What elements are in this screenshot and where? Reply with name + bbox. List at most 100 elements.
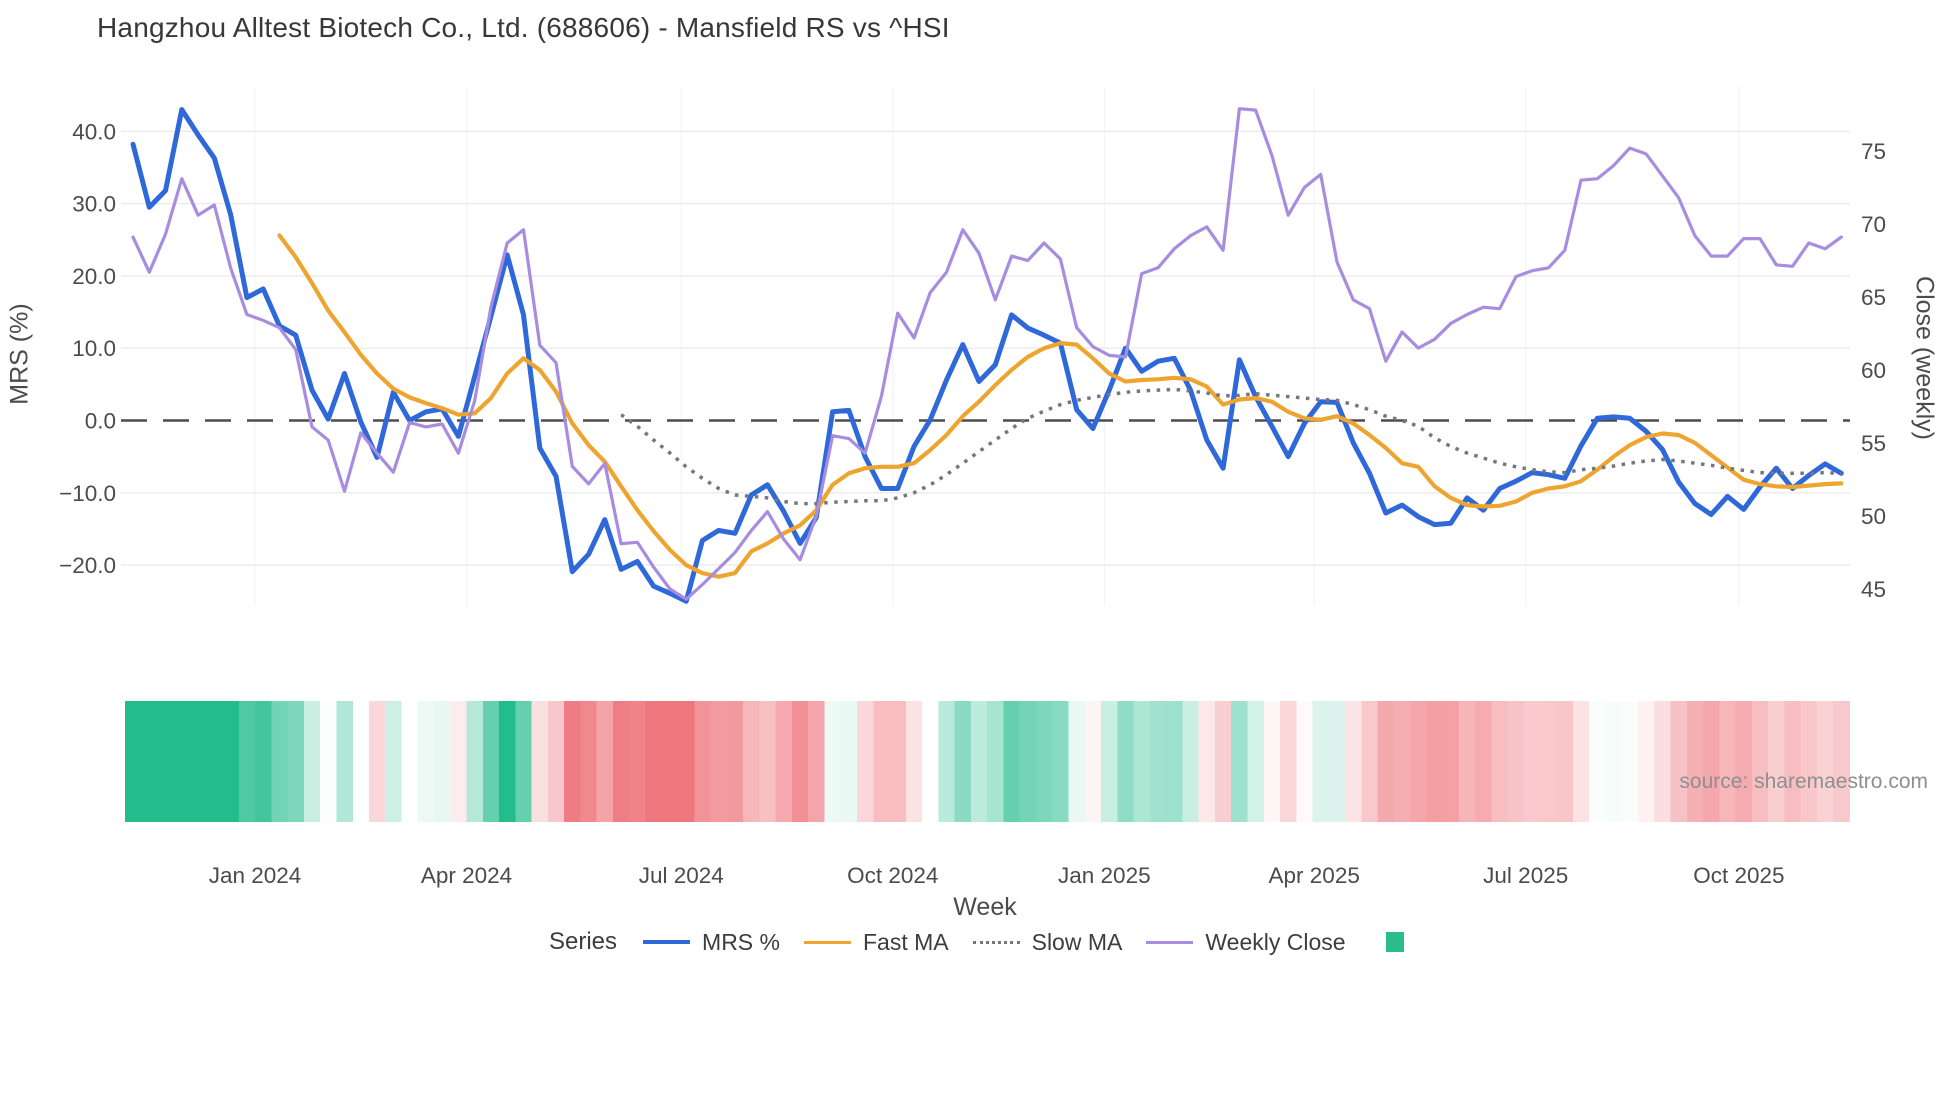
x-tick-label: Jan 2025 [1058,863,1151,888]
heatmap-cell [1312,701,1330,822]
legend-line-swatch [643,940,691,944]
heatmap-cell [629,701,646,822]
heatmap-cell [1263,701,1281,822]
heatmap-cell [1491,701,1509,822]
heatmap-cell [466,701,484,822]
heatmap-cell [1572,701,1590,822]
heatmap-cell [368,701,386,822]
heatmap-cell [1214,701,1232,822]
heatmap-cell [1637,701,1655,822]
heatmap-cell [743,701,760,822]
heatmap-cell [564,701,581,822]
series-line-slow-ma [620,387,1842,506]
heatmap-cell [1393,701,1411,822]
heatmap-cell [905,701,923,822]
heatmap-cell [450,701,467,822]
heatmap-cell [222,701,240,822]
legend-title: Series [549,928,618,955]
heatmap-cell [889,701,907,822]
heatmap-cell [1703,701,1720,822]
heatmap-cell [1605,701,1623,822]
heatmap-cell [434,701,451,822]
heatmap-cell [271,701,288,822]
legend: Series MRS % Fast MA Slow MA Weekly Close [549,926,1404,958]
heatmap-cell [824,701,842,822]
heatmap-cell [726,701,744,822]
legend-item-fast-ma[interactable]: Fast MA [803,928,949,956]
x-tick-label: Oct 2025 [1693,863,1784,888]
heatmap-cell [694,701,711,822]
heatmap-cell [1816,701,1834,822]
heatmap-legend-swatch[interactable] [1385,932,1404,952]
heatmap-cell [1133,701,1151,822]
heatmap-strip [124,701,1850,822]
heatmap-cell [515,701,532,822]
right-tick-label: 70 [1861,212,1886,237]
legend-item-mrs-[interactable]: MRS % [643,929,780,956]
left-tick-label: 10.0 [72,336,116,361]
heatmap-cell [124,701,142,822]
left-tick-label: 20.0 [72,264,116,289]
left-tick-label: 0.0 [85,409,116,434]
heatmap-cell [1345,701,1362,822]
heatmap-cell [385,701,402,822]
x-tick-label: Jul 2024 [639,863,724,888]
right-tick-label: 60 [1861,358,1886,383]
heatmap-cell [1670,701,1688,822]
heatmap-cell [1751,701,1769,822]
x-tick-label: Apr 2025 [1269,863,1360,888]
heatmap-cell [759,701,777,822]
heatmap-cell [857,701,874,822]
heatmap-cell [499,701,516,822]
heatmap-cell [1182,701,1200,822]
right-tick-label: 75 [1861,139,1886,164]
heatmap-cell [1686,701,1704,822]
heatmap-cell [1328,701,1346,822]
legend-item-weekly-close[interactable]: Weekly Close [1146,929,1346,956]
heatmap-cell [775,701,793,822]
heatmap-cell [987,701,1004,822]
heatmap-cell [1833,701,1850,822]
left-tick-label: 30.0 [72,192,116,217]
heatmap-cell [1768,701,1785,822]
heatmap-cell [1654,701,1671,822]
heatmap-cell [320,701,337,822]
heatmap-cell [287,701,305,822]
heatmap-cell [710,701,728,822]
heatmap-cell [401,701,419,822]
heatmap-cell [173,701,191,822]
series-line-fast-ma [277,233,1844,579]
x-axis-title: Week [953,893,1017,921]
heatmap-cell [873,701,890,822]
series-line-mrs- [130,107,1844,604]
heatmap-cell [1589,701,1606,822]
heatmap-cell [1784,701,1802,822]
heatmap-cell [1296,701,1313,822]
x-tick-label: Oct 2024 [847,863,938,888]
right-tick-label: 55 [1861,431,1886,456]
heatmap-cell [808,701,825,822]
legend-item-label: Fast MA [862,928,949,955]
heatmap-cell [482,701,500,822]
series-line-weekly-close [131,107,1843,601]
heatmap-cell [1507,701,1525,822]
heatmap-cell [791,701,809,822]
heatmap-cell [1101,701,1118,822]
left-tick-label: 40.0 [72,119,116,144]
heatmap-cell [547,701,565,822]
heatmap-cell [417,701,435,822]
x-tick-label: Jan 2024 [209,863,302,888]
right-tick-label: 50 [1861,504,1886,529]
heatmap-cell [336,701,353,822]
heatmap-cell [189,701,207,822]
heatmap-cell [954,701,972,822]
heatmap-cell [1377,701,1395,822]
right-tick-label: 45 [1861,577,1886,602]
heatmap-cell [1149,701,1167,822]
heatmap-cell [840,701,858,822]
right-tick-label: 65 [1861,285,1886,310]
legend-item-slow-ma[interactable]: Slow MA [972,928,1123,956]
legend-item-label: Slow MA [1031,928,1123,955]
